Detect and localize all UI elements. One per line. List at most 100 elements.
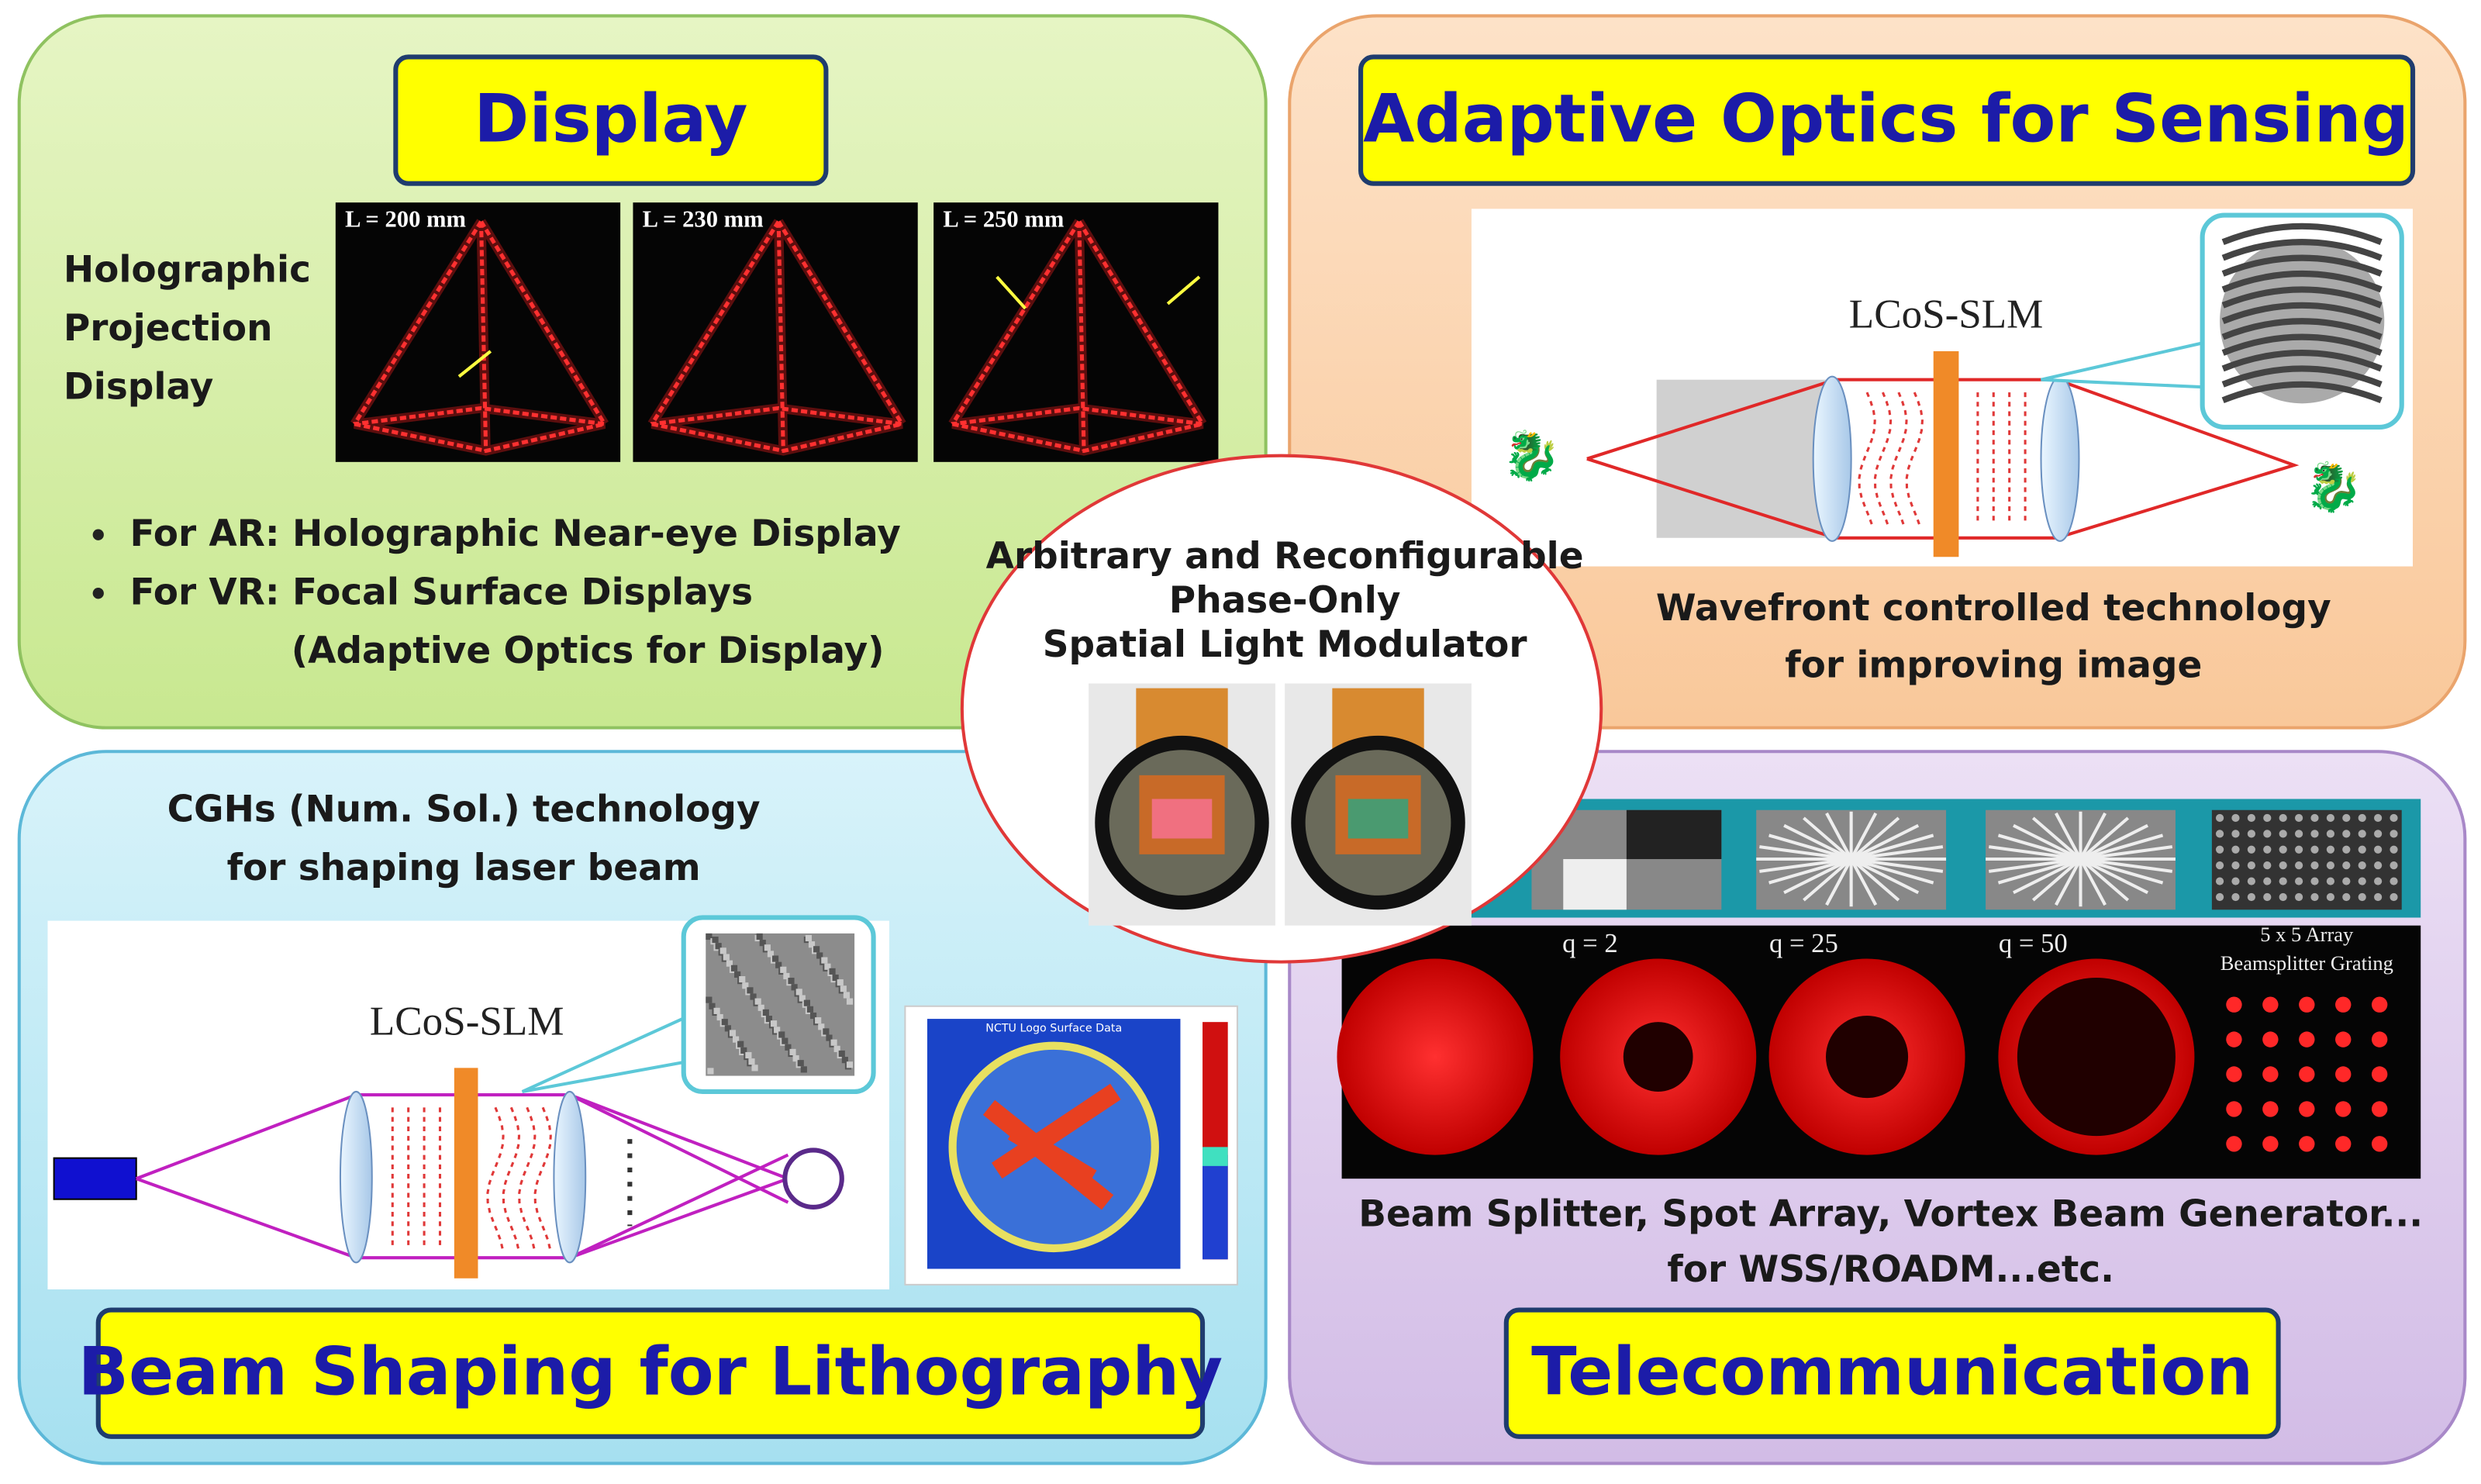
noise [788,978,795,985]
bullet-text: For AR: Holographic Near-eye Display [130,512,901,555]
beam-spot [1337,958,1534,1155]
spoke [1850,823,1920,861]
grid-dot [2215,830,2224,838]
array-spot [2299,1101,2315,1117]
noise [783,972,790,980]
grid-dot [2358,830,2366,838]
spoke [1988,845,2081,861]
noise [837,979,844,986]
title-box [95,1307,1206,1439]
grid-dot [2231,877,2240,885]
grid-dot [2390,845,2398,854]
spoke [1768,833,1852,861]
noise [707,1068,714,1075]
noise [780,966,787,973]
grid-dot [2390,813,2398,823]
logo [782,1148,844,1210]
noise [764,944,771,951]
spoke [1850,858,1900,902]
beam [568,1153,789,1260]
grid-dot [2215,892,2224,902]
grid-dot [2342,877,2351,885]
noise [823,1028,830,1035]
grid-dot [2374,861,2383,870]
spoke [2079,858,2107,906]
spoke [1849,812,1878,860]
noise [829,968,836,975]
spoke [1825,812,1853,860]
noise [739,975,746,983]
center-caption: Arbitrary and Reconfigurable [986,535,1584,578]
laser [53,1157,137,1200]
wave [1889,392,1908,526]
noise [806,1006,814,1013]
noise [843,992,850,999]
q-label: q = 50 [1999,928,2068,958]
grid-dot [2295,813,2303,823]
noise [846,998,854,1005]
image-label: L = 200 mm [345,206,466,233]
noise [799,995,806,1002]
q-label: q = 25 [1769,928,1838,958]
noise [833,1045,840,1052]
noise [730,965,738,972]
spoke [1851,857,1944,873]
noise [737,1041,744,1047]
slm-active [1151,799,1213,839]
spoke [2013,823,2082,861]
array-spot [2371,1101,2388,1117]
spoke [2031,858,2082,902]
noise [772,955,779,962]
noise [716,1013,723,1021]
grid-dot [2231,845,2240,854]
array-spot [2371,996,2388,1013]
noise [782,1037,788,1044]
arrow [1166,275,1201,305]
array-spot [2226,1136,2242,1152]
noise [840,985,847,992]
pyramid [951,220,1205,454]
grid-dot [2263,877,2272,885]
noise [792,1055,799,1062]
spoke [2031,816,2082,861]
spoke [1783,858,1852,895]
lens [339,1090,373,1264]
spoke [2079,823,2148,861]
noise [797,1060,804,1067]
grid-dot [2231,813,2240,823]
grid-dot [2215,877,2224,885]
grid-dot [2310,845,2319,854]
fringe [2221,381,2383,404]
noise [809,1012,817,1020]
wave [486,1106,505,1251]
grid-dot [2215,845,2224,854]
spoke [2079,812,2107,860]
grid-dot [2263,813,2272,823]
beam-hole [1825,1016,1909,1099]
lens [1812,375,1852,542]
noise [815,1017,822,1024]
noise [750,993,757,1000]
array-spot [2226,996,2242,1013]
noise [821,957,828,964]
wave [533,1106,552,1251]
noise [795,989,802,996]
cgh-noise [706,933,854,1075]
wavefronts [391,1106,552,1251]
array-spot [2299,1031,2315,1047]
noise [832,974,839,982]
spoke [1997,858,2082,885]
spoke [1759,857,1851,873]
array-spot [2371,1066,2388,1082]
noise [715,943,722,950]
grid-dot [2263,830,2272,838]
grid-dot [2374,845,2383,854]
array-spot [2262,1031,2279,1047]
array-spot [2226,1101,2242,1117]
image-label: L = 230 mm [643,206,764,233]
noise [745,1051,752,1059]
bullet [92,588,104,599]
noise [774,1027,781,1034]
spoke [1849,858,1878,906]
